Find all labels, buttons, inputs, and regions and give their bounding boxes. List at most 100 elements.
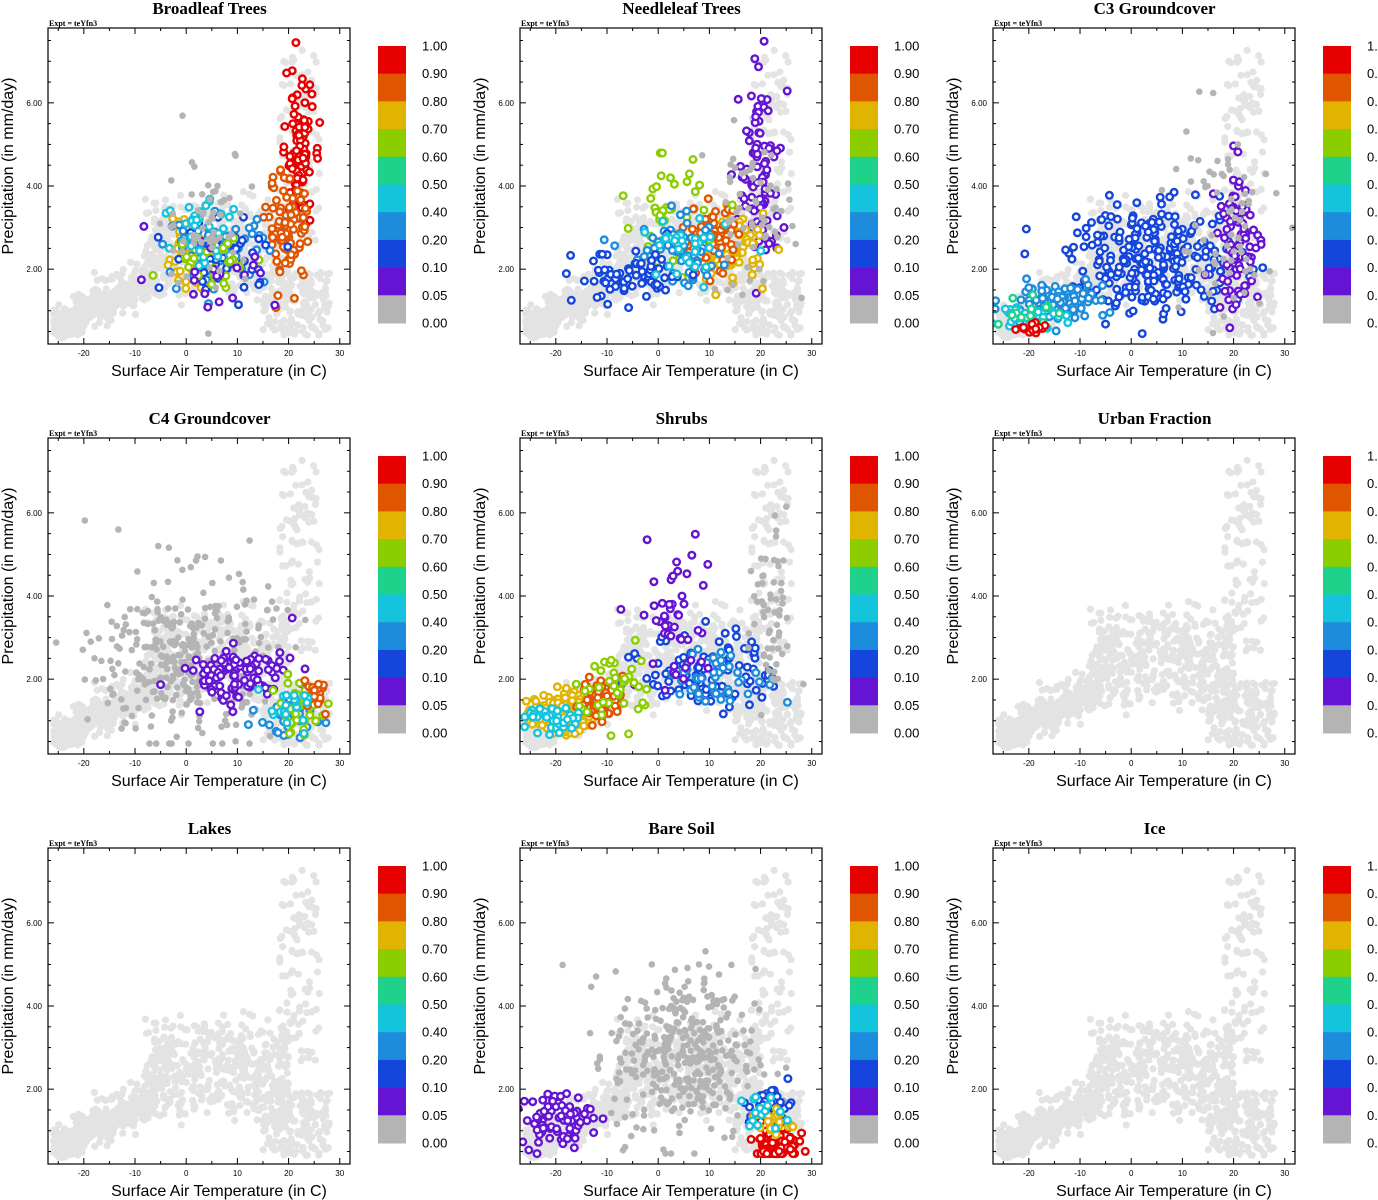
scatter-point: [1241, 101, 1249, 109]
scatter-point: [101, 276, 109, 284]
scatter-point: [798, 294, 805, 302]
scatter-point: [1227, 106, 1236, 114]
scatter-point: [1132, 198, 1142, 208]
scatter-point: [1250, 306, 1258, 314]
scatter-point: [579, 316, 587, 324]
scatter-point: [636, 259, 646, 269]
scatter-point: [633, 196, 642, 204]
colorbar-label: 1.00: [894, 39, 919, 54]
scatter-point: [690, 187, 700, 197]
scatter-point: [197, 277, 207, 287]
colorbar-swatch: [850, 184, 878, 213]
scatter-point: [546, 311, 554, 319]
scatter-point: [1072, 228, 1082, 238]
scatter-point: [1076, 303, 1086, 313]
scatter-point: [278, 112, 286, 120]
scatter-point: [580, 290, 588, 298]
scatter-point: [695, 180, 705, 190]
scatter-point: [747, 270, 757, 280]
scatter-point: [1149, 276, 1159, 286]
scatter-point: [156, 220, 164, 227]
scatter-point: [1114, 262, 1124, 272]
scatter-point: [751, 143, 761, 153]
scatter-point: [285, 327, 293, 335]
scatter-point: [622, 218, 630, 226]
colorbar-label: 0.10: [422, 260, 447, 275]
scatter-point: [1145, 200, 1153, 208]
scatter-point: [290, 101, 300, 111]
scatter-point: [1241, 233, 1251, 243]
scatter-point: [785, 148, 794, 156]
scatter-point: [280, 217, 290, 227]
scatter-point: [1127, 213, 1137, 223]
scatter-point: [770, 279, 779, 287]
scatter-point: [632, 213, 640, 221]
scatter-point: [1097, 199, 1105, 207]
scatter-point: [1220, 286, 1230, 296]
scatter-point: [200, 289, 210, 299]
colorbar-swatch: [850, 156, 878, 185]
scatter-point: [1222, 260, 1232, 270]
scatter-point: [782, 86, 792, 96]
scatter-point: [1156, 199, 1166, 209]
scatter-point: [1223, 81, 1231, 89]
scatter-point: [768, 152, 775, 159]
scatter-point: [783, 236, 791, 244]
scatter-point: [562, 304, 570, 312]
scatter-point: [701, 262, 711, 272]
scatter-point: [757, 284, 767, 294]
scatter-point: [1140, 249, 1150, 259]
colorbar-label: 0.60: [894, 149, 919, 164]
scatter-point: [770, 46, 778, 54]
scatter-point: [1177, 257, 1187, 267]
scatter-point: [574, 292, 582, 300]
colorbar-label: 0.05: [422, 288, 447, 303]
scatter-point: [550, 299, 559, 307]
scatter-point: [779, 222, 789, 232]
scatter-point: [294, 130, 304, 140]
scatter-point: [620, 233, 628, 241]
colorbar-swatch: [378, 101, 406, 130]
scatter-point: [82, 318, 90, 326]
scatter-point: [751, 112, 761, 122]
scatter-point: [772, 146, 782, 156]
scatter-point: [223, 238, 233, 248]
scatter-point: [1141, 257, 1151, 267]
scatter-point: [561, 311, 569, 319]
scatter-point: [780, 76, 788, 84]
scatter-point: [102, 285, 110, 293]
scatter-point: [784, 180, 792, 187]
scatter-point: [744, 264, 751, 271]
scatter-point: [1105, 255, 1115, 265]
scatter-point: [624, 206, 632, 215]
scatter-point: [1233, 126, 1241, 134]
scatter-point: [214, 182, 221, 190]
scatter-point: [699, 205, 709, 215]
scatter-point: [755, 128, 765, 138]
scatter-point: [731, 326, 739, 334]
scatter-point: [1223, 276, 1233, 286]
x-tick-label: 0: [184, 349, 189, 358]
scatter-point: [277, 232, 287, 242]
scatter-point: [293, 321, 301, 329]
colorbar-label: 0.60: [422, 149, 447, 164]
scatter-point: [1247, 276, 1257, 286]
scatter-point: [312, 131, 320, 139]
scatter-point: [107, 316, 115, 324]
scatter-point: [1169, 200, 1177, 209]
scatter-point: [599, 235, 609, 245]
scatter-point: [189, 275, 199, 285]
scatter-point: [1046, 276, 1054, 284]
scatter-point: [175, 266, 185, 276]
scatter-point: [108, 275, 116, 283]
scatter-point: [1195, 227, 1203, 235]
scatter-point: [1205, 241, 1215, 251]
scatter-point: [772, 211, 782, 221]
scatter-point: [1233, 147, 1243, 157]
scatter-point: [102, 292, 110, 300]
scatter-point: [252, 214, 262, 224]
x-tick-label: 10: [705, 349, 714, 358]
scatter-point: [217, 211, 224, 219]
scatter-point: [152, 199, 160, 207]
